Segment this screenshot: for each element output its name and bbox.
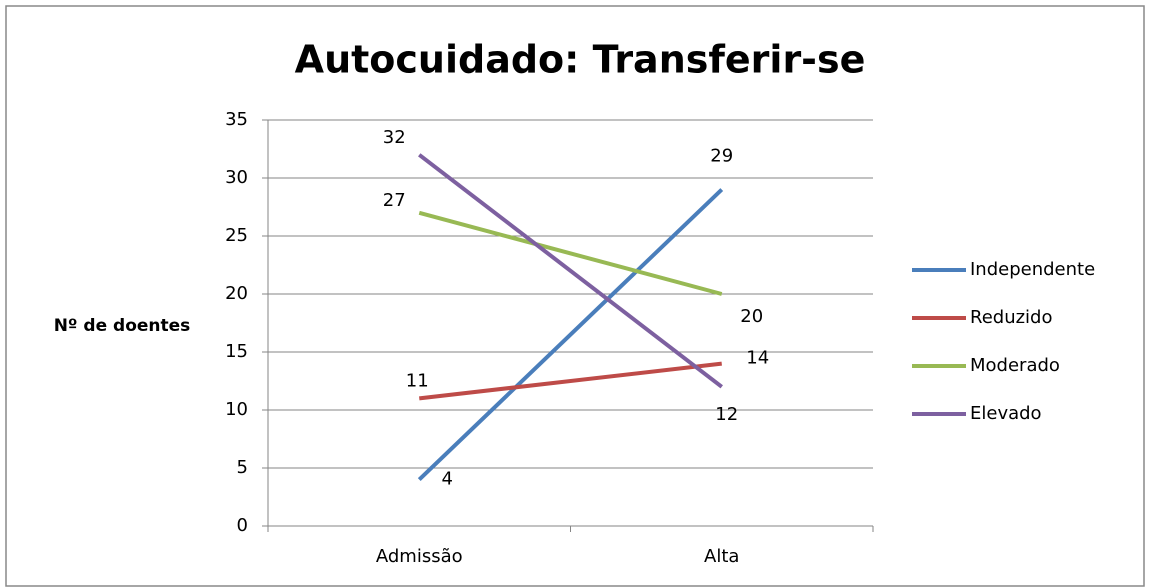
y-tick-label: 20 (225, 283, 248, 304)
legend-label: Moderado (970, 355, 1060, 376)
series-line (418, 210, 723, 296)
y-tick-label: 15 (225, 341, 248, 362)
chart-title: Autocuidado: Transferir-se (295, 38, 866, 82)
legend-label: Independente (970, 259, 1095, 280)
series-line (418, 153, 723, 389)
data-label: 11 (406, 370, 429, 391)
legend-label: Reduzido (970, 307, 1053, 328)
series-line (417, 188, 724, 482)
data-label: 20 (740, 306, 763, 327)
y-tick-label: 25 (225, 225, 248, 246)
y-axis-label: Nº de doentes (54, 316, 191, 336)
data-label: 27 (383, 190, 406, 211)
x-tick-label: Admissão (376, 546, 463, 567)
data-label: 29 (710, 146, 733, 167)
y-tick-label: 30 (225, 167, 248, 188)
data-label: 32 (383, 127, 406, 148)
series-line (419, 361, 722, 401)
y-tick-label: 35 (225, 109, 248, 130)
data-label: 4 (442, 469, 453, 490)
chart-frame (5, 5, 1145, 587)
legend-label: Elevado (970, 403, 1042, 424)
data-label: 12 (715, 404, 738, 425)
y-tick-label: 5 (237, 457, 248, 478)
y-tick-label: 10 (225, 399, 248, 420)
x-tick-label: Alta (704, 546, 739, 567)
data-label: 14 (746, 348, 769, 369)
y-tick-label: 0 (237, 515, 248, 536)
